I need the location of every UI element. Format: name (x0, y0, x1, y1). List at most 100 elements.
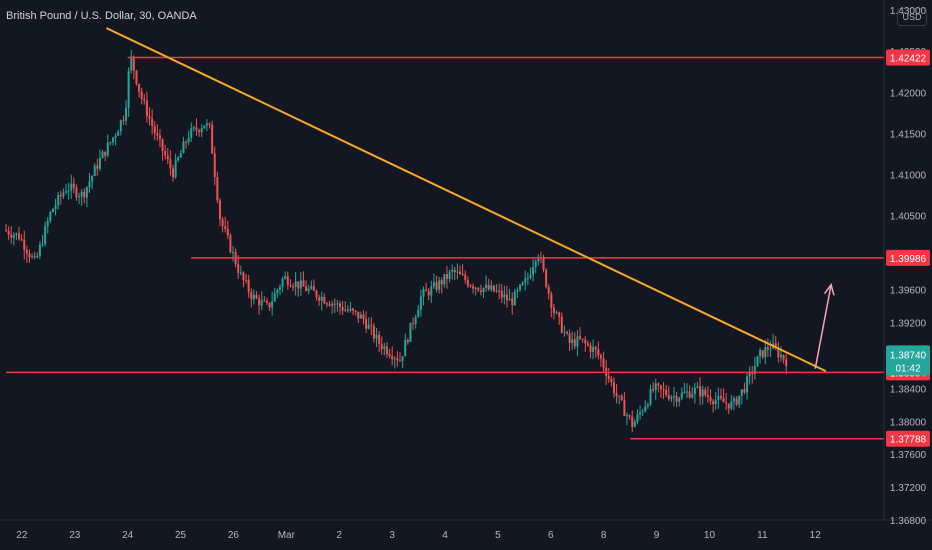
candle-body (224, 226, 227, 229)
candle-body (599, 355, 602, 359)
candle-body (693, 387, 696, 395)
candle-body (44, 226, 47, 245)
candle-body (85, 187, 88, 198)
candle-body (513, 291, 516, 306)
candle-body (365, 319, 368, 329)
candle-body (691, 394, 694, 398)
y-tick-label: 1.38000 (890, 417, 927, 428)
candle-body (367, 324, 370, 329)
candle-body (576, 336, 579, 347)
candle-body (372, 325, 375, 339)
candle-body (5, 229, 7, 231)
chart-title: British Pound / U.S. Dollar, 30, OANDA (6, 10, 197, 22)
candle-body (158, 135, 161, 139)
candle-body (195, 127, 198, 131)
candle-body (213, 153, 216, 177)
candle-body (474, 287, 477, 289)
candle-body (338, 303, 341, 308)
candle-body (738, 395, 741, 405)
candle-body (589, 345, 592, 352)
candle-body (38, 244, 41, 256)
candle-body (748, 371, 751, 377)
candle-body (182, 141, 185, 154)
candle-body (477, 287, 480, 291)
candle-body (412, 322, 415, 324)
candle-body (490, 285, 493, 290)
candle-body (422, 289, 425, 297)
candle-body (156, 133, 159, 136)
candle-body (341, 307, 344, 311)
candle-body (678, 398, 681, 402)
level-price-tag (886, 249, 930, 266)
candle-body (610, 378, 613, 383)
annotations (6, 27, 884, 440)
candle-body (151, 118, 154, 126)
x-tick-label: 5 (495, 530, 501, 541)
x-tick-label: 24 (122, 530, 134, 541)
candle-body (459, 271, 462, 275)
candle-body (717, 395, 720, 401)
candle-body (435, 282, 438, 290)
currency-badge[interactable]: USD (897, 8, 927, 26)
candle-body (623, 399, 626, 416)
candle-body (503, 294, 506, 298)
candle-body (226, 228, 229, 236)
candle-body (346, 309, 349, 311)
candle-body (472, 286, 475, 289)
candle-body (639, 412, 642, 415)
candle-body (237, 264, 240, 273)
candle-body (756, 356, 759, 367)
candle-body (704, 389, 707, 396)
candle-body (427, 291, 430, 296)
candle-body (680, 392, 683, 399)
candle-body (276, 289, 279, 294)
candle-body (245, 280, 248, 282)
current-price-label: 1.38740 (890, 350, 927, 361)
candle-body (185, 141, 188, 143)
candle-body (552, 307, 555, 313)
candle-body (451, 269, 454, 272)
candle-body (432, 282, 435, 287)
candle-body (516, 289, 519, 292)
candle-body (563, 331, 566, 333)
candle-body (479, 290, 482, 293)
candle-body (307, 288, 310, 291)
candle-body (706, 395, 709, 397)
candle-body (325, 303, 328, 305)
candle-body (255, 294, 258, 299)
y-tick-label: 1.37600 (890, 450, 927, 461)
candle-body (615, 393, 618, 397)
candle-body (529, 274, 532, 278)
candle-body (469, 285, 472, 287)
candle-body (774, 343, 777, 348)
candle-body (70, 183, 73, 191)
candle-body (57, 195, 60, 206)
candle-body (448, 271, 451, 279)
candle-body (699, 386, 702, 397)
y-tick-label: 1.43000 (890, 6, 927, 17)
candle-body (232, 251, 235, 253)
level-price-label: 1.37788 (890, 435, 927, 446)
candle-body (443, 273, 446, 285)
candle-body (323, 296, 326, 304)
candle-body (764, 347, 767, 358)
candle-body (618, 395, 621, 397)
candle-body (464, 274, 467, 281)
candle-body (104, 151, 107, 156)
candle-body (258, 298, 261, 306)
candle-body (709, 396, 712, 402)
candle-body (273, 293, 276, 302)
candle-body (65, 191, 68, 193)
candle-body (722, 398, 725, 403)
candle-body (566, 331, 569, 334)
candle-body (730, 401, 733, 409)
x-tick-label: 8 (601, 530, 607, 541)
candle-body (571, 339, 574, 343)
candle-body (779, 354, 782, 358)
candle-body (28, 253, 31, 258)
candle-body (41, 244, 44, 246)
candle-body (46, 220, 49, 227)
candle-body (375, 334, 378, 339)
y-tick-label: 1.41000 (890, 171, 927, 182)
